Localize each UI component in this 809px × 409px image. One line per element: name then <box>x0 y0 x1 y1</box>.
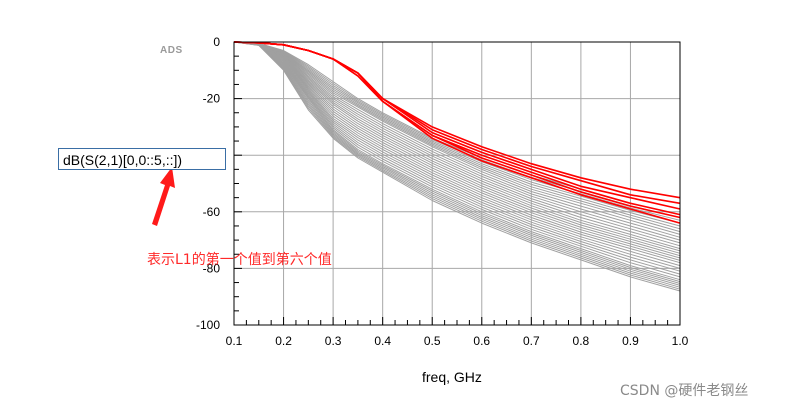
y-tick-label: -80 <box>203 261 221 275</box>
y-tick-label: -100 <box>196 318 220 332</box>
series-line <box>233 41 681 292</box>
x-tick-label: 0.1 <box>226 334 243 348</box>
y-tick-label: 0 <box>213 35 220 49</box>
series-line <box>233 41 681 267</box>
series-line <box>233 41 681 281</box>
x-tick-label: 0.6 <box>473 334 490 348</box>
series-line <box>233 41 681 278</box>
series-line <box>233 41 681 264</box>
series-line <box>233 41 681 269</box>
x-tick-label: 0.8 <box>573 334 590 348</box>
expression-box[interactable]: dB(S(2,1)[0,0::5,::]) <box>58 148 226 170</box>
x-tick-label: 0.3 <box>325 334 342 348</box>
tick-labels: 0.1 0.2 0.3 0.4 0.5 0.6 0.7 0.8 0.9 1.0 0 -20 -60 -80… <box>196 35 689 348</box>
ads-logo: ADS <box>160 45 183 56</box>
x-tick-label: 0.2 <box>275 334 292 348</box>
x-tick-label: 0.7 <box>523 334 540 348</box>
watermark: CSDN @硬件老钢丝 <box>620 383 749 399</box>
annotation-text: 表示L1的第一个值到第六个值 <box>147 252 332 268</box>
red-arrow-icon <box>152 167 175 226</box>
x-tick-label: 1.0 <box>672 334 689 348</box>
y-tick-label: -60 <box>203 205 221 219</box>
series-line <box>233 41 681 283</box>
annotation-arrow <box>152 167 175 226</box>
series-line <box>233 41 681 290</box>
series-layer <box>233 41 681 292</box>
series-line-selected <box>233 41 681 224</box>
x-axis-label: freq, GHz <box>422 369 482 385</box>
ticks <box>233 41 681 326</box>
series-line <box>233 41 681 284</box>
series-line <box>233 41 681 275</box>
series-line <box>233 41 681 272</box>
y-tick-label: -20 <box>203 92 221 106</box>
x-tick-label: 0.5 <box>424 334 441 348</box>
series-line <box>233 41 681 288</box>
x-tick-label: 0.9 <box>622 334 639 348</box>
x-tick-label: 0.4 <box>374 334 391 348</box>
series-line <box>233 41 681 286</box>
